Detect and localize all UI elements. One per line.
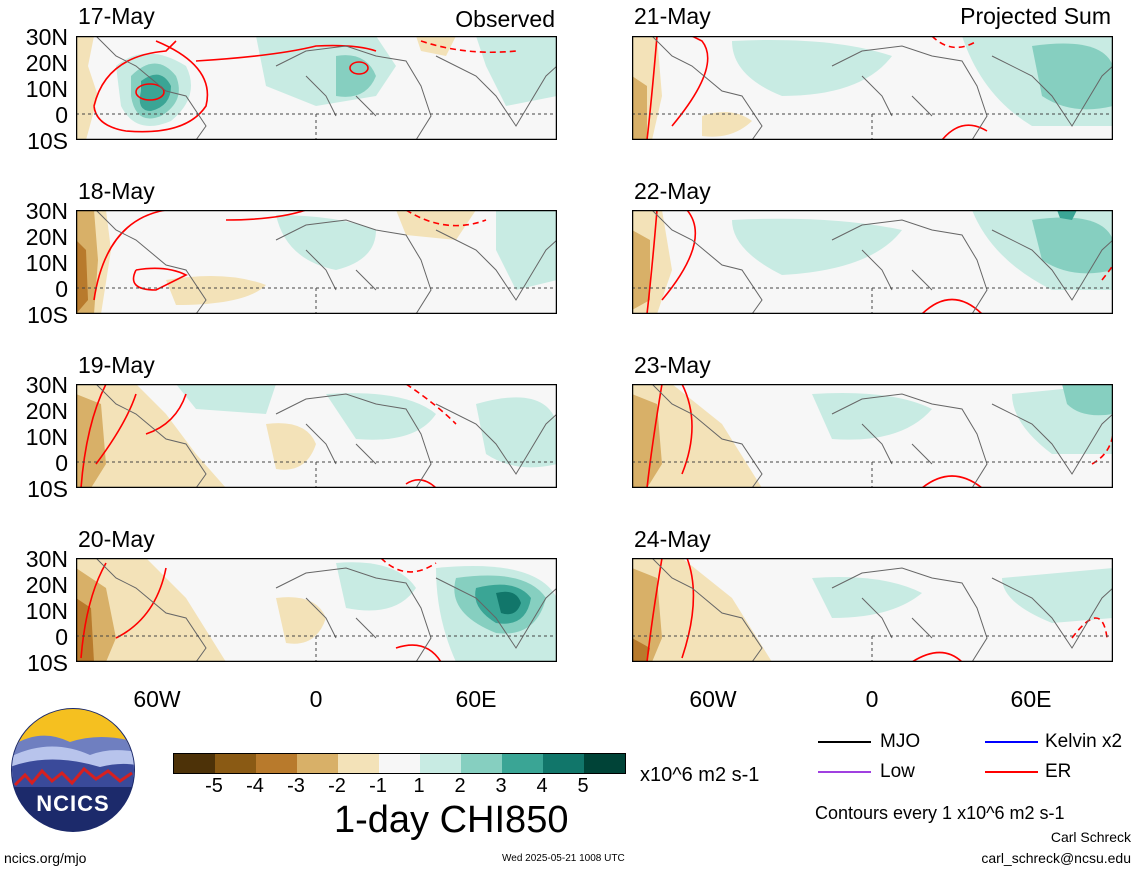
legend-line-kelvin xyxy=(985,741,1038,743)
colorbar-bin xyxy=(215,754,256,773)
footer-email[interactable]: carl_schreck@ncsu.edu xyxy=(981,850,1131,866)
legend-label-kelvin: Kelvin x2 xyxy=(1045,731,1123,752)
colorbar-bin xyxy=(338,754,379,773)
contour-note: Contours every 1 x10^6 m2 s-1 xyxy=(815,803,1065,823)
colorbar-tick: -5 xyxy=(205,775,223,797)
legend-line-mjo xyxy=(818,741,871,743)
map-panel-6 xyxy=(632,210,1113,314)
lat-label: 20N xyxy=(25,398,68,424)
colorbar-tick: 3 xyxy=(495,775,507,797)
colorbar-bin xyxy=(420,754,461,773)
colorbar xyxy=(173,753,626,774)
map-panel-2 xyxy=(76,210,557,314)
map-panel-1 xyxy=(76,36,557,140)
colorbar-tick: 4 xyxy=(536,775,548,797)
colorbar-bin xyxy=(379,754,420,773)
lon-label: 0 xyxy=(309,686,323,712)
colorbar-tick: 1 xyxy=(413,775,425,797)
colorbar-tick: 2 xyxy=(454,775,466,797)
lat-label: 30N xyxy=(25,198,68,224)
lat-label: 10S xyxy=(27,650,68,676)
ncics-logo: NCICS xyxy=(11,708,135,832)
footer-url[interactable]: ncics.org/mjo xyxy=(4,850,87,866)
lat-label: 10S xyxy=(27,476,68,502)
lat-label: 30N xyxy=(25,372,68,398)
panel-date-7: 23-May xyxy=(634,352,711,378)
panel-date-3: 19-May xyxy=(78,352,155,378)
map-panel-4 xyxy=(76,558,557,662)
lat-label: 10N xyxy=(25,424,68,450)
map-panel-3 xyxy=(76,384,557,488)
lon-label: 60E xyxy=(455,686,497,712)
legend-line-er xyxy=(985,771,1038,773)
panel-date-6: 22-May xyxy=(634,178,711,204)
lat-label: 0 xyxy=(55,102,68,128)
chart-title: 1-day CHI850 xyxy=(334,799,569,841)
panel-tag-projected: Projected Sum xyxy=(960,3,1111,29)
panel-date-5: 21-May xyxy=(634,3,711,29)
legend-label-er: ER xyxy=(1045,761,1072,782)
footer-timestamp: Wed 2025-05-21 1008 UTC xyxy=(502,853,625,864)
lon-label: 60E xyxy=(1010,686,1052,712)
colorbar-bin xyxy=(543,754,584,773)
lon-label: 60W xyxy=(689,686,737,712)
colorbar-tick: -2 xyxy=(328,775,346,797)
colorbar-bin xyxy=(297,754,338,773)
footer-author: Carl Schreck xyxy=(1050,829,1131,845)
lat-label: 20N xyxy=(25,50,68,76)
lat-label: 0 xyxy=(55,624,68,650)
colorbar-bin xyxy=(174,754,215,773)
lat-label: 10S xyxy=(27,302,68,328)
colorbar-bin xyxy=(461,754,502,773)
lat-label: 20N xyxy=(25,224,68,250)
legend-label-low: Low xyxy=(880,761,915,782)
lat-label: 10N xyxy=(25,250,68,276)
map-panel-5 xyxy=(632,36,1113,140)
lat-label: 10N xyxy=(25,76,68,102)
logo-text: NCICS xyxy=(36,791,109,816)
legend-label-mjo: MJO xyxy=(880,731,921,752)
lat-label: 10S xyxy=(27,128,68,154)
colorbar-units: x10^6 m2 s-1 xyxy=(640,764,760,786)
map-panel-8 xyxy=(632,558,1113,662)
lat-label: 0 xyxy=(55,276,68,302)
lat-label: 30N xyxy=(25,24,68,50)
panel-date-1: 17-May xyxy=(78,3,155,29)
colorbar-tick: -4 xyxy=(246,775,264,797)
map-panel-7 xyxy=(632,384,1113,488)
legend-line-low xyxy=(818,771,871,773)
colorbar-bin xyxy=(256,754,297,773)
lat-label: 20N xyxy=(25,572,68,598)
colorbar-tick: 5 xyxy=(577,775,589,797)
lon-label: 60W xyxy=(133,686,181,712)
colorbar-tick: -1 xyxy=(369,775,387,797)
colorbar-tick: -3 xyxy=(287,775,305,797)
panel-date-8: 24-May xyxy=(634,526,711,552)
colorbar-bin xyxy=(584,754,625,773)
lat-label: 10N xyxy=(25,598,68,624)
lon-label: 0 xyxy=(865,686,879,712)
panel-date-2: 18-May xyxy=(78,178,155,204)
lat-label: 0 xyxy=(55,450,68,476)
panel-tag-observed: Observed xyxy=(455,6,555,32)
colorbar-bin xyxy=(502,754,543,773)
panel-date-4: 20-May xyxy=(78,526,155,552)
lat-label: 30N xyxy=(25,546,68,572)
